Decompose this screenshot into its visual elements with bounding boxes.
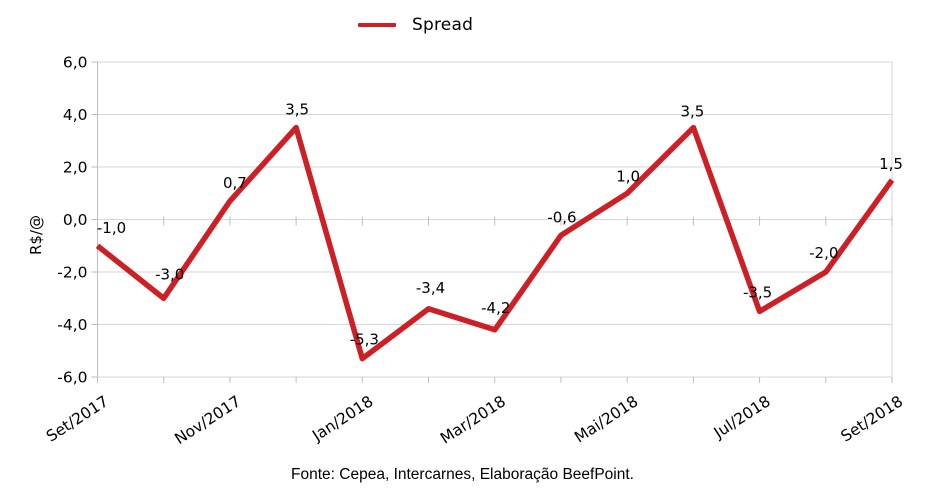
- y-tick-label: 6,0: [63, 54, 88, 72]
- x-tick-label: Set/2017: [43, 392, 112, 445]
- x-tick-label: Jan/2018: [308, 392, 376, 445]
- source-note: Fonte: Cepea, Intercarnes, Elaboração Be…: [291, 466, 634, 483]
- data-label: -1,0: [97, 219, 126, 237]
- y-tick-label: 0,0: [63, 211, 88, 229]
- legend: Spread: [358, 15, 473, 35]
- data-label: -0,6: [547, 208, 576, 226]
- legend-label: Spread: [412, 15, 474, 35]
- legend-line-swatch: [358, 23, 396, 27]
- data-label: 0,7: [223, 174, 247, 192]
- x-tick-label: Mar/2018: [437, 392, 509, 447]
- data-label: -2,0: [809, 244, 838, 262]
- x-tick-label: Mai/2018: [571, 392, 641, 446]
- x-tick-label: Nov/2017: [171, 392, 244, 448]
- y-tick-label: -4,0: [57, 316, 87, 334]
- data-label: 3,5: [285, 101, 309, 119]
- data-label: -3,5: [743, 283, 772, 301]
- data-label: 1,5: [879, 155, 903, 173]
- y-tick-label: -2,0: [57, 264, 87, 282]
- data-label: -4,2: [481, 299, 510, 317]
- x-tick-label: Set/2018: [838, 392, 907, 445]
- y-tick-label: 4,0: [63, 106, 88, 124]
- data-label: 1,0: [616, 167, 640, 185]
- y-axis-title: R$/@: [27, 214, 45, 256]
- data-label: 3,5: [680, 103, 704, 121]
- y-tick-label: -6,0: [57, 369, 87, 387]
- data-label: -3,4: [416, 279, 445, 297]
- y-tick-label: 2,0: [63, 159, 88, 177]
- spread-line: [95, 124, 895, 362]
- data-label: -5,3: [350, 331, 379, 349]
- x-tick-label: Jul/2018: [710, 392, 774, 442]
- data-label: -3,0: [155, 265, 184, 283]
